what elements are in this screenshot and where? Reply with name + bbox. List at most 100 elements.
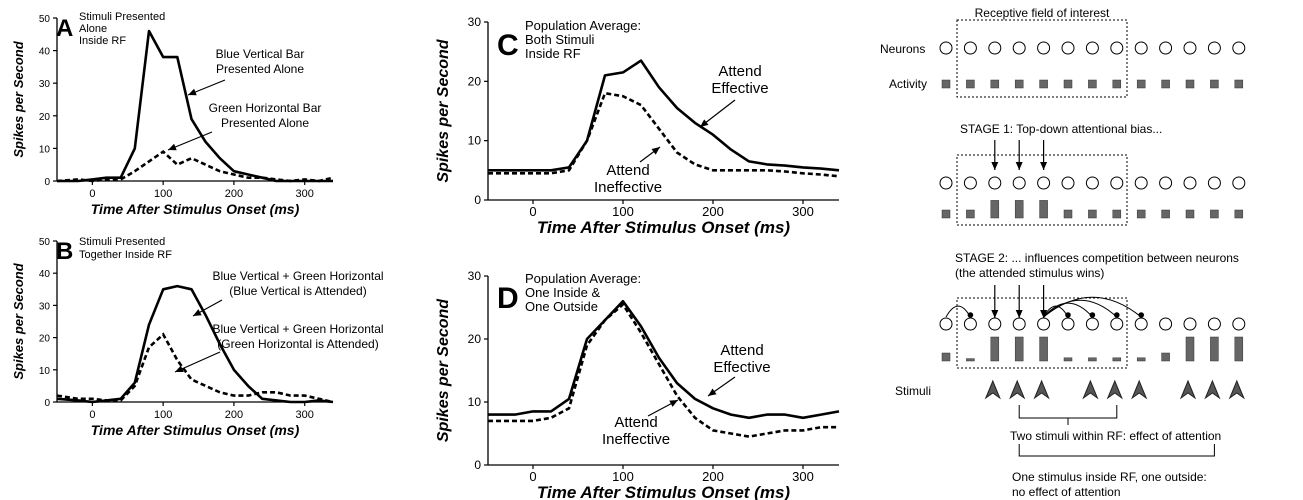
x-tick-label: 100 [154,188,172,200]
series-line-2 [488,91,840,178]
y-tick-label: 30 [39,301,51,312]
annotation-blue-attended-2: (Blue Vertical is Attended) [229,284,366,298]
annotation-green-attended-2: (Green Horizontal is Attended) [217,337,378,351]
arc-dot [967,312,974,318]
neuron [1183,317,1197,331]
series-line-1 [488,59,840,172]
panel-c-title-line1: Population Average: [525,18,641,33]
activity-bar [1088,357,1097,362]
activity-bar [1234,336,1244,362]
stage2-sublabel: (the attended stimulus wins) [955,266,1104,280]
neuron [1110,317,1124,331]
panel-letter-d: D [497,282,519,315]
panel-letter-c: C [497,29,519,62]
neuron [1037,317,1051,331]
stage2-arrow-head [1015,310,1023,318]
activity-bar [990,200,1000,219]
arc-dot [1114,312,1120,318]
neuron [1183,176,1197,190]
annotation-blue-vertical-alone-2: Presented Alone [216,62,304,76]
annotation-green-attended: Blue Vertical + Green Horizontal [212,322,383,336]
annotation-attend-ineffective-c-2: Ineffective [594,179,662,196]
rf-box-top [956,19,1128,98]
neuron [1134,41,1148,55]
x-tick-label: 200 [225,409,243,421]
competition-arc [1043,302,1093,318]
activity-bar [1063,79,1073,89]
series-line-1 [488,299,840,420]
neuron [1134,317,1148,331]
y-tick-label: 0 [474,193,481,207]
stage2-arrow-head [1040,310,1048,318]
y-tick-label: 10 [468,395,482,409]
y-tick-label: 50 [39,237,51,248]
neuron [1159,41,1173,55]
y-tick-label: 10 [39,144,51,155]
neuron [1232,317,1246,331]
activity-bar [941,79,951,89]
bracket-one-in-one-out [1018,444,1215,457]
neuron [1232,41,1246,55]
activity-bar [1136,79,1146,89]
neuron [1232,176,1246,190]
neuron [1207,41,1221,55]
x-tick-label: 200 [702,469,724,484]
activity-bar [1088,209,1097,219]
x-tick-label: 0 [89,188,95,200]
stimulus-arrow-icon [1033,379,1050,400]
neuron [1012,176,1026,190]
neuron [1061,41,1075,55]
arrow-d2-head [669,400,678,407]
activity-bar [990,336,1000,362]
neuron [1159,176,1173,190]
arrow-b2 [174,351,221,373]
panel-d-title-line3: One Outside [525,299,598,314]
annotation-attend-ineffective-d-2: Ineffective [602,431,670,448]
arrow-a1-head [188,88,197,96]
arrow-c1-head [700,119,709,127]
stimulus-arrow-icon [1228,379,1245,400]
y-tick-label: 30 [39,79,51,90]
arrow-b2-head [175,365,184,372]
x-tick-label: 100 [154,409,172,421]
y-tick-label: 20 [39,334,51,345]
arc-dot [1089,312,1096,318]
annotation-green-horizontal-alone: Green Horizontal Bar [209,101,322,115]
neuron [1061,176,1075,190]
neuron [1110,176,1124,190]
annotation-blue-attended: Blue Vertical + Green Horizontal [212,269,383,283]
panel-d-title-line2: One Inside & [525,285,600,300]
activity-bar [1014,79,1024,89]
series-line-2 [488,302,839,438]
activity-bar [1112,209,1122,219]
neuron [1134,176,1148,190]
activity-bar [1136,357,1146,362]
annotation-attend-ineffective-c: Attend [606,162,649,179]
activity-bar [1234,209,1244,219]
activity-bar [1234,79,1244,89]
y-tick-label: 40 [39,47,51,58]
neuron [1183,41,1197,55]
y-tick-label: 20 [468,74,482,88]
series-line-2 [56,332,334,404]
x-tick-label: 200 [225,188,243,200]
neuron [1207,176,1221,190]
note-no-effect: no effect of attention [1012,485,1121,499]
neuron [1085,317,1099,331]
y-tick-label: 30 [468,15,482,29]
stimulus-arrow-icon [1131,379,1148,400]
activity-bar [1063,209,1073,219]
y-axis-label: Spikes per Second [11,262,26,379]
stage1-arrow-head [1040,162,1048,170]
arrow-c2-head [651,147,660,155]
row-label-neurons: Neurons [880,42,925,56]
neuron [1159,317,1173,331]
x-tick-label: 100 [612,204,634,219]
activity-bar [966,209,975,219]
competition-arc [1043,296,1142,318]
activity-bar [1088,79,1097,89]
y-tick-label: 10 [468,134,482,148]
activity-bar [1210,336,1219,362]
